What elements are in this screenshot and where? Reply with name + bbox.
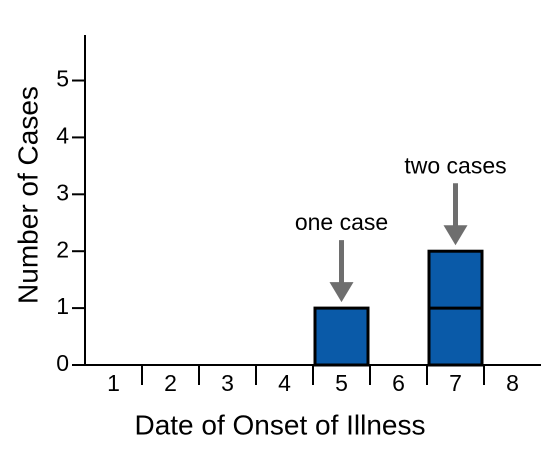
annotation-arrowhead [329, 282, 354, 303]
y-tick-label: 3 [56, 179, 69, 205]
x-tick-label: 1 [107, 370, 120, 396]
x-tick-label: 3 [221, 370, 234, 396]
x-axis-label: Date of Onset of Illness [134, 409, 425, 440]
bar [313, 306, 370, 367]
x-tick-label: 4 [278, 370, 291, 396]
x-tick-label: 7 [449, 370, 462, 396]
x-tick-label: 5 [335, 370, 348, 396]
y-axis-label: Number of Cases [12, 86, 43, 304]
annotation: one case [295, 209, 388, 235]
x-tick-label: 8 [506, 370, 519, 396]
y-tick-label: 0 [56, 350, 69, 376]
y-tick-label: 5 [56, 66, 69, 92]
y-tick-label: 2 [56, 236, 69, 262]
x-tick-label: 6 [392, 370, 405, 396]
y-tick-label: 1 [56, 293, 69, 319]
x-tick-label: 2 [164, 370, 177, 396]
annotation: two cases [404, 152, 506, 178]
annotation-arrowhead [443, 225, 468, 246]
y-tick-label: 4 [56, 122, 69, 148]
